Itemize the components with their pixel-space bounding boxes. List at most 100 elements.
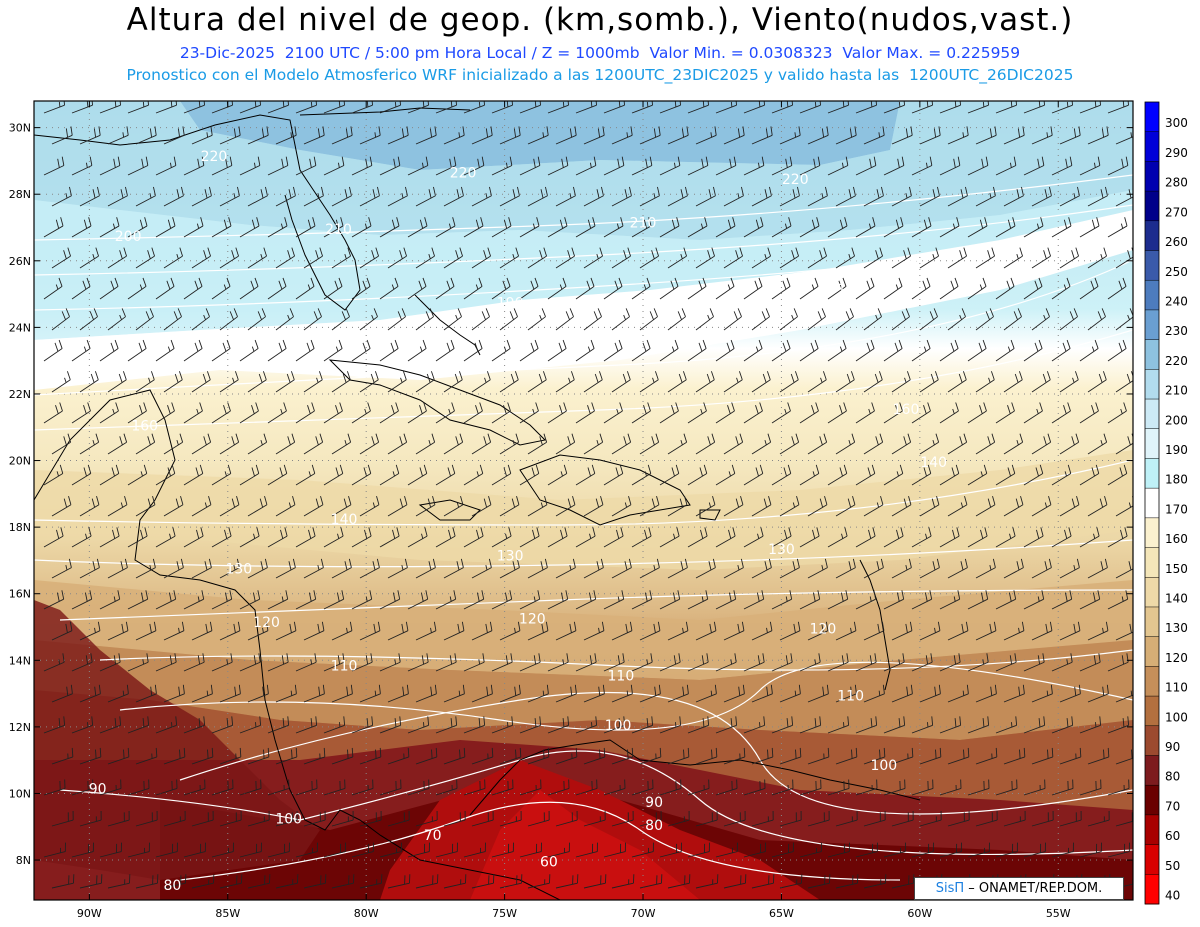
wind-barb: [163, 126, 185, 145]
colorbar-swatch: [1145, 191, 1159, 222]
wind-barb: [239, 156, 261, 176]
wind-barb: [911, 590, 933, 610]
wind-barb: [1087, 433, 1108, 455]
wind-barb: [555, 874, 579, 889]
wind-barb: [127, 842, 150, 858]
wind-barb: [247, 747, 270, 765]
wind-barb: [519, 464, 540, 486]
wind-barb: [519, 277, 539, 300]
wind-barb: [947, 186, 968, 207]
lon-label: 75W: [492, 907, 517, 920]
wind-barb: [303, 247, 323, 269]
wind-barb: [835, 874, 859, 889]
wind-barb: [247, 308, 266, 331]
wind-barb: [975, 558, 996, 579]
wind-barb: [1031, 684, 1053, 703]
wind-barb: [947, 308, 966, 331]
wind-barb: [939, 156, 961, 176]
wind-barb: [351, 779, 374, 796]
wind-barb: [267, 156, 289, 176]
wind-barb: [779, 308, 798, 331]
wind-barb: [331, 874, 355, 889]
wind-barb: [471, 371, 491, 393]
wind-barb: [1023, 217, 1044, 238]
contour-label: 90: [89, 781, 107, 797]
wind-barb: [107, 874, 131, 889]
wind-barb: [491, 101, 513, 114]
plot-frame: [33, 100, 1134, 901]
wind-barb: [51, 621, 73, 641]
wind-barb: [1003, 186, 1024, 207]
wind-barb: [667, 433, 688, 455]
wind-barb: [1107, 842, 1130, 858]
wind-barb: [191, 558, 212, 579]
wind-barb: [275, 308, 294, 331]
wind-barb: [239, 277, 259, 300]
wind-barb: [519, 716, 542, 734]
wind-barb: [163, 308, 182, 331]
wind-barb: [751, 308, 770, 331]
wind-barb: [79, 126, 101, 145]
wind-barb: [695, 874, 719, 889]
wind-barb: [463, 339, 483, 362]
wind-barb: [219, 371, 239, 393]
wind-barb: [183, 217, 204, 238]
wind-barb: [331, 433, 352, 455]
wind-barb: [99, 716, 122, 734]
wind-barb: [527, 308, 546, 331]
wind-barb: [995, 101, 1017, 114]
wind-barb: [351, 464, 372, 486]
colorbar-label: 60: [1165, 829, 1180, 843]
wind-barb: [275, 747, 298, 765]
wind-barb: [743, 402, 763, 424]
wind-barb: [751, 747, 774, 765]
wind-barb: [1107, 779, 1130, 796]
wind-barb: [547, 156, 569, 176]
wind-barb: [967, 339, 987, 362]
wind-barb: [1023, 779, 1046, 796]
wind-barb: [1087, 684, 1109, 703]
wind-barb: [995, 779, 1018, 796]
wind-barb: [51, 247, 71, 269]
contour-label: 110: [331, 658, 358, 674]
wind-barb: [743, 653, 765, 672]
wind-barb: [407, 716, 430, 734]
wind-barb: [351, 402, 371, 424]
wind-barb: [219, 684, 241, 703]
wind-barb: [499, 558, 520, 579]
wind-barb: [415, 186, 436, 207]
lat-label: 18N: [9, 521, 31, 534]
wind-barb: [555, 247, 575, 269]
wind-barb: [779, 684, 801, 703]
wind-barb: [855, 277, 875, 300]
wind-barb: [883, 779, 906, 796]
wind-barb: [659, 779, 682, 796]
wind-barb: [687, 590, 709, 610]
wind-barb: [219, 558, 240, 579]
wind-barb: [967, 217, 988, 238]
wind-barb: [51, 433, 72, 455]
wind-barb: [211, 527, 232, 548]
wind-barb: [135, 433, 156, 455]
wind-barb: [443, 811, 466, 827]
wind-barb: [603, 217, 624, 238]
wind-barb: [1087, 308, 1106, 331]
wind-barb: [219, 811, 242, 827]
wind-barb: [135, 874, 159, 889]
wind-barb: [471, 308, 490, 331]
wind-barb: [967, 590, 989, 610]
wind-barb: [491, 339, 511, 362]
wind-barb: [911, 716, 934, 734]
contour-label: 130: [497, 548, 524, 564]
wind-barb: [779, 496, 800, 517]
wind-barb: [1115, 690, 1133, 703]
wind-barb: [267, 716, 290, 734]
wind-barb: [527, 684, 549, 703]
wind-barb: [967, 402, 987, 424]
wind-barb: [71, 653, 93, 672]
wind-barb: [127, 716, 150, 734]
wind-barb: [863, 558, 884, 579]
wind-barb: [827, 277, 847, 300]
wind-barb: [855, 217, 876, 238]
wind-barb: [1051, 217, 1072, 238]
